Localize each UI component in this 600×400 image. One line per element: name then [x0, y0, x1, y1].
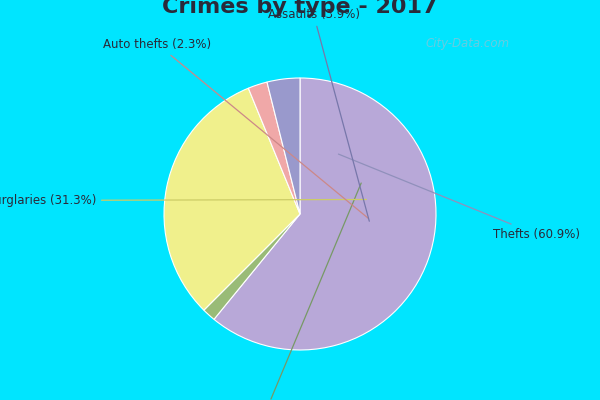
- Text: Robberies (1.6%): Robberies (1.6%): [215, 183, 361, 400]
- Text: Auto thefts (2.3%): Auto thefts (2.3%): [103, 38, 368, 218]
- Title: Crimes by type - 2017: Crimes by type - 2017: [162, 0, 438, 17]
- Text: Thefts (60.9%): Thefts (60.9%): [338, 154, 580, 241]
- Text: City-Data.com: City-Data.com: [426, 38, 510, 50]
- Wedge shape: [267, 78, 300, 214]
- Text: Assaults (3.9%): Assaults (3.9%): [268, 8, 370, 221]
- Wedge shape: [214, 78, 436, 350]
- Wedge shape: [164, 88, 300, 310]
- Wedge shape: [248, 82, 300, 214]
- Text: Burglaries (31.3%): Burglaries (31.3%): [0, 194, 367, 207]
- Wedge shape: [204, 214, 300, 319]
